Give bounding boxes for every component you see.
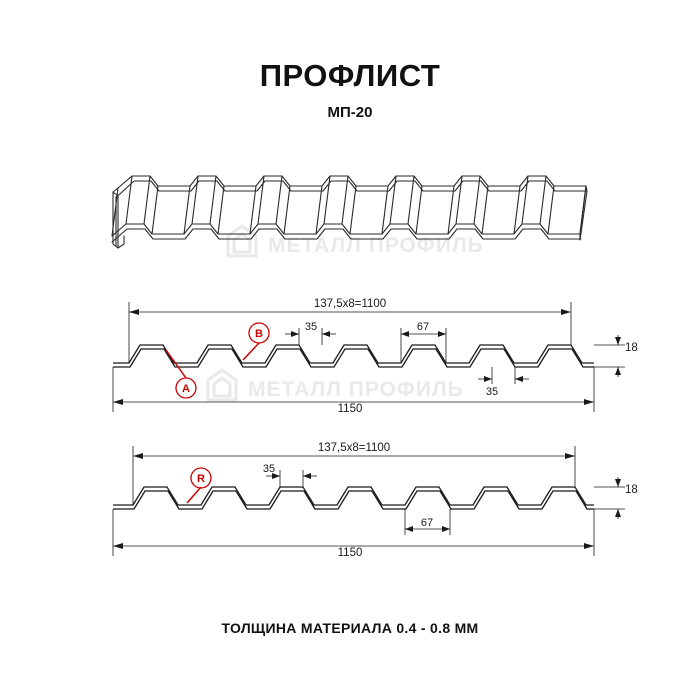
section-r-top-dimension-label: 137,5х8=1100 (318, 442, 390, 454)
section-a-dim35-left-label: 35 (305, 321, 317, 333)
section-a-dim67-label: 67 (417, 321, 429, 333)
section-a-bottom-dimension-lines (112, 367, 595, 412)
callout-r: R (186, 467, 212, 504)
section-a-dim35-right-lines (478, 367, 529, 384)
watermark-group: МЕТАЛЛ ПРОФИЛЬ МЕТАЛЛ ПРОФИЛЬ МЕТАЛЛ ПРО… (206, 224, 484, 402)
section-a-dim67-lines (400, 328, 447, 363)
section-r-height-dimension-label: 18 (625, 484, 638, 496)
page-subtitle: МП-20 (327, 104, 373, 121)
section-a-top-dimension-label: 137,5х8=1100 (314, 298, 386, 310)
callout-r-label: R (197, 473, 205, 485)
section-r-bottom-dimension-lines (112, 509, 595, 556)
section-r-group: 137,5х8=1100 1150 18 (112, 442, 638, 559)
section-a-top-dimension-lines (128, 302, 572, 363)
section-r-bottom-dimension-label: 1150 (338, 547, 363, 559)
watermark-logo-icon (206, 368, 238, 402)
section-r-top-dimension-lines (132, 446, 576, 505)
section-a-height-dimension-label: 18 (625, 342, 638, 354)
section-r-dim35-label: 35 (263, 463, 275, 475)
section-r-dim67-label: 67 (421, 517, 433, 529)
section-a-dim35-left-lines (285, 328, 336, 345)
isometric-profile-view (111, 175, 588, 249)
watermark-text: МЕТАЛЛ ПРОФИЛЬ (268, 234, 484, 257)
section-a-dim35-right-label: 35 (486, 386, 498, 398)
callout-a-label: A (182, 383, 190, 395)
section-r-dim35-lines (266, 470, 317, 487)
section-a-bottom-dimension-label: 1150 (338, 403, 363, 415)
section-a-group: 137,5х8=1100 1150 18 (112, 298, 638, 415)
section-a-profile (113, 344, 594, 368)
callout-a: A (165, 349, 197, 399)
callout-b-label: B (255, 328, 263, 340)
watermark-logo-icon (226, 224, 258, 258)
section-r-profile (113, 486, 594, 510)
watermark-1: МЕТАЛЛ ПРОФИЛЬ (226, 224, 484, 258)
page-title: ПРОФЛИСТ (259, 58, 441, 93)
callout-b: B (242, 322, 270, 361)
material-thickness-note: ТОЛЩИНА МАТЕРИАЛА 0.4 - 0.8 ММ (221, 620, 479, 636)
section-a-height-dimension-lines (594, 335, 625, 377)
section-r-height-dimension-lines (594, 477, 625, 519)
watermark-text: МЕТАЛЛ ПРОФИЛЬ (248, 378, 464, 401)
section-r-dim67-lines (404, 509, 451, 535)
watermark-2: МЕТАЛЛ ПРОФИЛЬ (206, 368, 464, 402)
